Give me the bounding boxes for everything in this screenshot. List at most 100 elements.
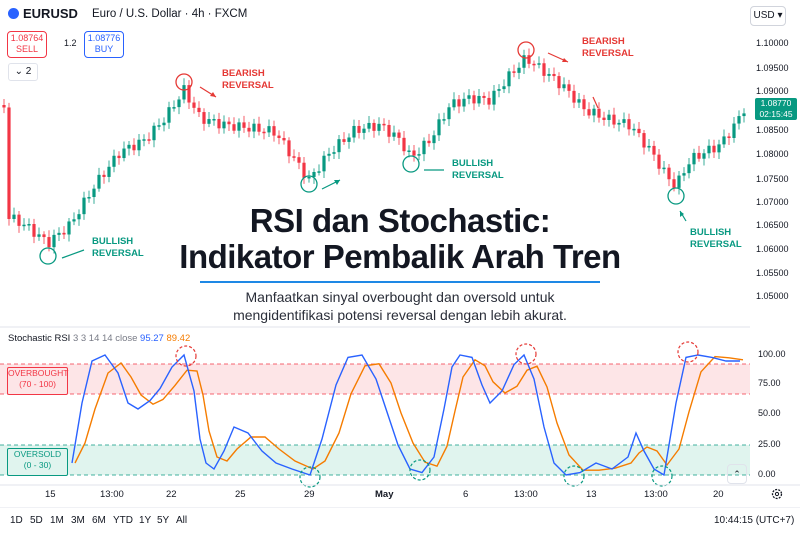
price-tick: 1.07500 [756, 174, 789, 184]
session-clock[interactable]: 10:44:15 (UTC+7) [714, 515, 795, 526]
time-tick: 29 [304, 489, 315, 500]
annotation-line2: REVERSAL [92, 248, 144, 259]
candle-body [712, 145, 716, 153]
headline-description: Manfaatkan sinyal overbought dan oversol… [0, 288, 800, 324]
stoch-ob-marker-2 [515, 343, 537, 365]
candle-body [292, 156, 296, 158]
candle-body [627, 119, 631, 130]
candle-body [12, 214, 16, 219]
timeframe-1y[interactable]: 1Y [139, 515, 152, 526]
price-tick: 1.06000 [756, 244, 789, 254]
gear-icon[interactable] [771, 488, 783, 500]
candle-body [597, 108, 601, 118]
annotation-bullish-1: BULLISH REVERSAL [92, 236, 144, 260]
candle-body [382, 123, 386, 126]
candle-body [62, 232, 66, 235]
price-tick: 1.09000 [756, 86, 789, 96]
price-tick: 1.09500 [756, 63, 789, 73]
candle-body [687, 164, 691, 174]
candle-body [302, 162, 306, 178]
candle-body [102, 174, 106, 177]
candle-body [137, 139, 141, 151]
candle-body [467, 95, 471, 99]
chart-canvas[interactable] [0, 0, 800, 508]
candle-body [532, 63, 536, 66]
candle-body [212, 118, 216, 121]
candle-body [312, 171, 316, 177]
candle-body [52, 234, 56, 248]
bullish-marker-circle [39, 247, 57, 265]
candle-body [77, 214, 81, 220]
timeframe-3m[interactable]: 3M [71, 515, 85, 526]
candle-body [587, 109, 591, 116]
candle-body [112, 155, 116, 167]
bullish-arrowhead-4 [680, 211, 684, 217]
candle-body [457, 99, 461, 107]
price-tick: 1.07000 [756, 197, 789, 207]
candle-body [132, 144, 136, 151]
annotation-bullish-2: BULLISH REVERSAL [452, 158, 504, 182]
candle-body [92, 188, 96, 198]
chevron-down-icon: ⌄ [14, 66, 24, 77]
candle-body [127, 144, 131, 149]
timeframe-1m[interactable]: 1M [50, 515, 64, 526]
candle-body [247, 127, 251, 132]
buy-price: 1.08776 [87, 33, 121, 43]
candle-body [242, 122, 246, 128]
time-tick: May [375, 489, 394, 500]
sell-button[interactable]: 1.08764 SELL [7, 31, 47, 58]
candle-body [192, 102, 196, 108]
annotation-line2: REVERSAL [222, 80, 274, 91]
candle-body [652, 145, 656, 155]
timeframe-5y[interactable]: 5Y [157, 515, 170, 526]
candle-body [577, 99, 581, 103]
symbol-button[interactable]: EURUSD [8, 6, 78, 21]
candle-body [677, 175, 681, 188]
timeframe-all[interactable]: All [176, 515, 188, 526]
spread-value: 1.2 [64, 38, 77, 48]
stoch-os-marker-2 [409, 459, 431, 481]
stoch-tick: 25.00 [758, 439, 781, 449]
timeframe-1d[interactable]: 1D [10, 515, 23, 526]
annotation-line1: BULLISH [690, 227, 732, 238]
candle-body [702, 153, 706, 159]
candle-body [647, 145, 651, 148]
scroll-to-top-button[interactable]: ⌃ [727, 464, 747, 484]
candle-body [562, 84, 566, 89]
candle-body [222, 121, 226, 129]
candle-body [567, 84, 571, 91]
indicators-toggle-button[interactable]: ⌄ 2 [8, 63, 38, 81]
candle-body [282, 138, 286, 141]
buy-button[interactable]: 1.08776 BUY [84, 31, 124, 58]
sell-label: SELL [15, 44, 39, 54]
candle-body [147, 139, 151, 141]
currency-selector[interactable]: USD ▾ [750, 6, 786, 26]
time-tick: 13:00 [644, 489, 668, 500]
candle-body [217, 118, 221, 129]
candle-body [502, 86, 506, 90]
candle-body [107, 166, 111, 177]
candle-body [232, 124, 236, 131]
price-tick: 1.05500 [756, 268, 789, 278]
candle-body [547, 73, 551, 76]
time-tick: 20 [713, 489, 724, 500]
bar-countdown: 02:15:45 [759, 109, 793, 119]
stoch-d-value: 89.42 [166, 333, 191, 344]
stoch-legend[interactable]: Stochastic RSI 3 3 14 14 close 95.27 89.… [8, 333, 190, 344]
stoch-k-value: 95.27 [140, 333, 164, 344]
stoch-ob-marker-3 [677, 341, 699, 363]
candle-body [727, 136, 731, 138]
candle-body [617, 122, 621, 125]
stoch-tick: 50.00 [758, 408, 781, 418]
candle-body [157, 125, 161, 127]
candle-body [482, 95, 486, 98]
timeframe-6m[interactable]: 6M [92, 515, 106, 526]
candle-body [462, 98, 466, 107]
candle-body [267, 126, 271, 133]
candle-body [322, 155, 326, 172]
timeframe-ytd[interactable]: YTD [113, 515, 133, 526]
annotation-markers [39, 41, 687, 265]
timeframe-5d[interactable]: 5D [30, 515, 43, 526]
symbol-description: Euro / U.S. Dollar · 4h · FXCM [92, 8, 248, 20]
candle-body [437, 119, 441, 136]
